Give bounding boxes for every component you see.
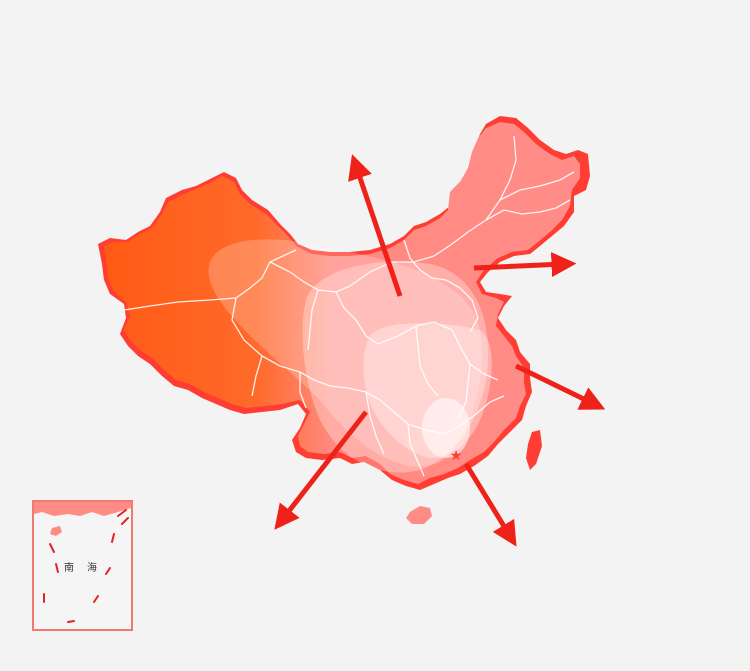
- arrow-southwest: [274, 410, 368, 530]
- inset-label-nan: 南: [64, 563, 74, 574]
- arrow-south: [463, 462, 517, 547]
- arrow-east: [514, 363, 606, 410]
- inset-label-hai: 海: [87, 563, 97, 574]
- inset-island: [50, 526, 62, 536]
- direction-arrows: [274, 154, 606, 547]
- arrow-north: [348, 154, 403, 297]
- heat-glow-core: [422, 398, 470, 458]
- heat-glow-outer: [208, 239, 482, 467]
- taiwan-island: [526, 430, 542, 470]
- hainan-island: [406, 506, 432, 524]
- star-icon: ★: [450, 448, 463, 464]
- inset-map: [34, 502, 131, 623]
- south-sea-inset: 南 海: [32, 500, 133, 631]
- inset-coast: [34, 502, 131, 516]
- arrow-northeast: [473, 252, 577, 278]
- nine-dash-line: [43, 509, 129, 623]
- province-borders: [123, 135, 575, 477]
